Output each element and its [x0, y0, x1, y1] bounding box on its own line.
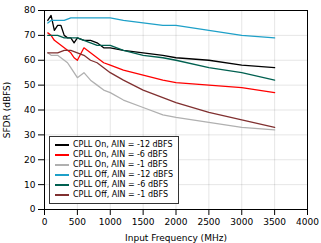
html-text:CPLL Off, AIN = -6 dBFS: CPLL Off, AIN = -6 dBFS	[73, 180, 168, 189]
svg-text:0: 0	[30, 204, 36, 214]
svg-text:70: 70	[24, 30, 36, 40]
svg-text:3000: 3000	[230, 217, 253, 227]
svg-text:30: 30	[24, 130, 36, 140]
html-text:CPLL Off, AIN = -12 dBFS: CPLL Off, AIN = -12 dBFS	[73, 170, 174, 179]
svg-text:0: 0	[42, 217, 48, 227]
html-text:CPLL Off, AIN = -1 dBFS: CPLL Off, AIN = -1 dBFS	[73, 190, 168, 199]
svg-text:60: 60	[24, 55, 36, 65]
svg-text:10: 10	[24, 180, 36, 190]
svg-text:1500: 1500	[132, 217, 155, 227]
svg-text:500: 500	[69, 217, 86, 227]
svg-text:2500: 2500	[197, 217, 220, 227]
svg-text:20: 20	[24, 155, 36, 165]
html-text:CPLL On, AIN = -1 dBFS: CPLL On, AIN = -1 dBFS	[73, 160, 168, 169]
svg-text:SFDR (dBFS): SFDR (dBFS)	[2, 82, 12, 139]
svg-text:40: 40	[24, 105, 36, 115]
svg-text:4000: 4000	[296, 217, 319, 227]
svg-text:50: 50	[24, 80, 36, 90]
svg-text:80: 80	[24, 5, 36, 15]
html-text:CPLL On, AIN = -12 dBFS: CPLL On, AIN = -12 dBFS	[73, 140, 173, 149]
svg-text:2000: 2000	[165, 217, 188, 227]
html-text:CPLL On, AIN = -6 dBFS: CPLL On, AIN = -6 dBFS	[73, 150, 168, 159]
svg-text:1000: 1000	[99, 217, 122, 227]
svg-text:3500: 3500	[263, 217, 286, 227]
svg-text:Input Frequency (MHz): Input Frequency (MHz)	[125, 233, 227, 243]
